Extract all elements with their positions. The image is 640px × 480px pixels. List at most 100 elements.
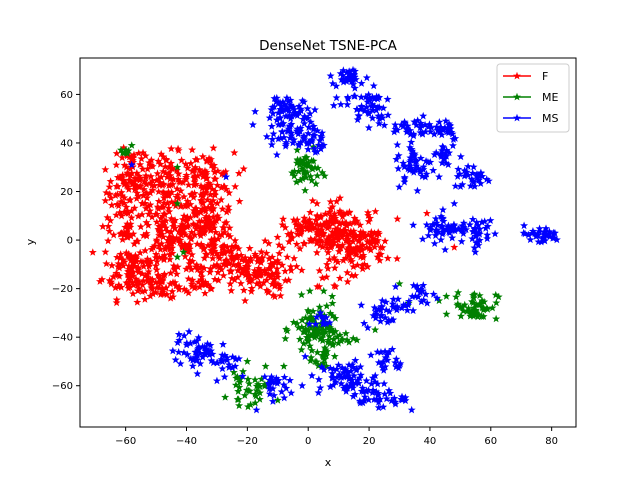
data-point bbox=[146, 200, 155, 209]
data-point bbox=[330, 263, 339, 272]
data-point bbox=[212, 358, 221, 367]
data-point bbox=[193, 369, 202, 378]
data-point bbox=[311, 179, 320, 188]
data-point bbox=[318, 242, 327, 251]
data-point bbox=[163, 173, 172, 181]
data-point bbox=[295, 160, 304, 169]
data-point bbox=[135, 172, 144, 180]
data-point bbox=[346, 69, 355, 78]
data-point bbox=[397, 120, 406, 129]
data-point bbox=[307, 236, 316, 245]
data-point bbox=[322, 217, 331, 226]
data-point bbox=[328, 369, 337, 378]
data-point bbox=[305, 341, 314, 350]
data-point bbox=[307, 136, 316, 144]
data-point bbox=[155, 231, 164, 239]
data-point bbox=[315, 266, 324, 275]
data-point bbox=[491, 290, 500, 299]
data-point bbox=[379, 402, 388, 411]
data-point bbox=[293, 319, 302, 328]
data-point bbox=[476, 179, 485, 187]
data-point bbox=[338, 71, 347, 79]
data-point bbox=[287, 388, 296, 397]
data-point bbox=[232, 252, 241, 260]
data-point bbox=[374, 228, 383, 236]
data-point bbox=[123, 219, 132, 228]
data-point bbox=[258, 253, 267, 262]
data-point bbox=[421, 127, 430, 136]
data-point bbox=[456, 152, 465, 161]
data-point bbox=[231, 236, 240, 245]
data-point bbox=[328, 227, 337, 236]
data-point bbox=[278, 127, 287, 136]
data-point bbox=[224, 206, 233, 214]
data-point bbox=[313, 199, 321, 208]
data-point bbox=[299, 157, 308, 165]
data-point bbox=[304, 162, 313, 170]
data-point bbox=[167, 227, 176, 236]
data-point bbox=[179, 224, 188, 233]
data-point bbox=[102, 188, 111, 197]
data-point bbox=[345, 338, 354, 346]
data-point bbox=[166, 294, 175, 302]
data-point bbox=[136, 160, 145, 169]
data-point bbox=[134, 284, 143, 293]
data-point bbox=[422, 209, 431, 217]
data-point bbox=[202, 212, 211, 220]
data-point bbox=[469, 298, 478, 307]
data-point bbox=[459, 306, 468, 315]
data-point bbox=[462, 168, 471, 176]
data-point bbox=[152, 250, 161, 258]
data-point bbox=[394, 164, 403, 173]
data-point bbox=[360, 396, 369, 405]
data-point bbox=[488, 303, 497, 312]
data-point bbox=[105, 182, 114, 191]
data-point bbox=[474, 237, 483, 246]
data-point bbox=[234, 387, 243, 395]
data-point bbox=[399, 159, 408, 167]
data-point bbox=[151, 278, 160, 286]
data-point bbox=[442, 146, 451, 154]
data-point bbox=[310, 235, 319, 244]
data-point bbox=[364, 217, 373, 225]
data-point bbox=[424, 231, 433, 240]
data-point bbox=[437, 212, 446, 220]
data-point bbox=[325, 332, 334, 340]
data-point bbox=[329, 381, 338, 389]
data-point bbox=[298, 96, 307, 105]
data-point bbox=[406, 156, 415, 164]
data-point bbox=[491, 229, 500, 238]
data-point bbox=[187, 228, 196, 236]
data-point bbox=[426, 127, 435, 136]
data-point bbox=[346, 219, 355, 228]
data-point bbox=[344, 94, 353, 103]
data-point bbox=[236, 263, 245, 272]
data-point bbox=[544, 230, 553, 239]
data-point bbox=[207, 200, 216, 209]
data-point bbox=[325, 323, 334, 332]
data-point bbox=[241, 253, 250, 262]
data-point bbox=[379, 357, 388, 366]
data-point bbox=[210, 275, 219, 283]
data-point bbox=[362, 376, 371, 385]
data-point bbox=[357, 387, 366, 395]
data-point bbox=[325, 208, 334, 216]
data-point bbox=[284, 230, 293, 238]
data-point bbox=[259, 278, 268, 287]
data-point bbox=[270, 391, 279, 399]
data-point bbox=[464, 162, 473, 170]
data-point bbox=[208, 206, 217, 215]
data-point bbox=[272, 150, 281, 159]
data-point bbox=[167, 159, 176, 167]
data-point bbox=[400, 174, 409, 183]
data-point bbox=[297, 290, 306, 299]
data-point bbox=[316, 334, 325, 343]
data-point bbox=[358, 384, 367, 392]
data-point bbox=[350, 214, 359, 222]
data-point bbox=[183, 163, 192, 172]
data-point bbox=[270, 258, 279, 266]
data-point bbox=[222, 207, 231, 216]
data-point bbox=[346, 227, 355, 235]
data-point bbox=[127, 213, 136, 222]
data-point bbox=[463, 307, 471, 315]
